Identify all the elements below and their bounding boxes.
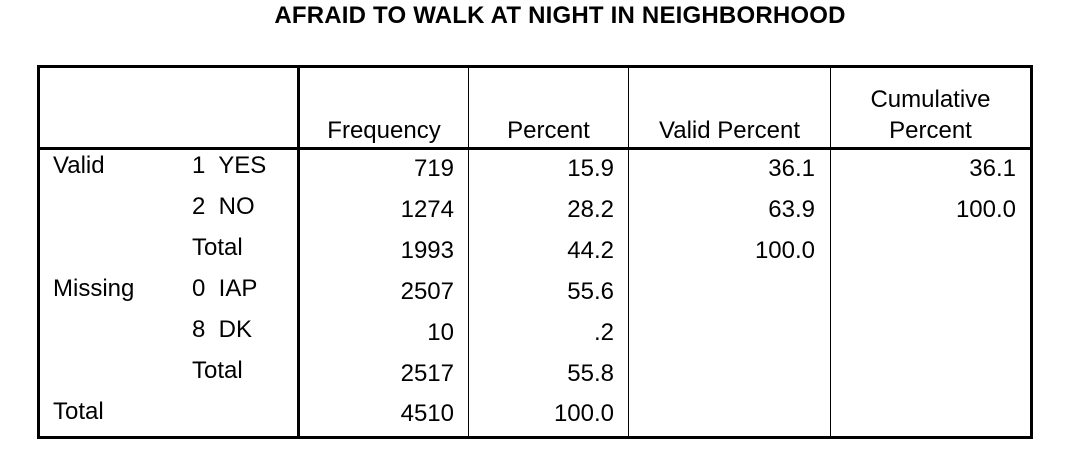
column-divider-percent — [468, 68, 469, 436]
row-group-label: Total — [53, 398, 104, 425]
cell-frequency: 1274 — [400, 196, 454, 223]
column-divider-cumulative-percent — [830, 68, 831, 436]
cell-valid-percent: 36.1 — [768, 155, 815, 182]
column-header-valid-percent: Valid Percent — [659, 117, 800, 144]
row-category-label: 8 DK — [192, 316, 253, 343]
column-header-cumulative-line1: Cumulative — [870, 86, 991, 113]
header-divider — [40, 147, 1030, 150]
cell-valid-percent: 63.9 — [768, 196, 815, 223]
row-category-label: 0 IAP — [192, 275, 258, 302]
cell-frequency: 2507 — [400, 278, 454, 305]
cell-frequency: 4510 — [400, 400, 454, 427]
row-category-label: 1 YES — [192, 152, 267, 179]
cell-percent: 55.6 — [567, 278, 614, 305]
column-header-frequency: Frequency — [327, 117, 441, 144]
cell-frequency: 10 — [427, 319, 454, 346]
row-header-divider — [297, 68, 300, 436]
cell-percent: 28.2 — [567, 196, 614, 223]
cell-percent: 44.2 — [567, 237, 614, 264]
row-category-label: 2 NO — [192, 193, 255, 220]
row-category-label: Total — [192, 234, 243, 261]
cell-frequency: 719 — [413, 155, 454, 182]
cell-percent: 55.8 — [567, 360, 614, 387]
cell-cumulative-percent: 36.1 — [969, 155, 1016, 182]
column-header-percent: Percent — [507, 117, 590, 144]
cell-percent: 15.9 — [567, 155, 614, 182]
column-header-cumulative-line2: Percent — [889, 117, 972, 144]
cell-frequency: 2517 — [400, 360, 454, 387]
cell-percent: .2 — [593, 319, 614, 346]
frequency-table: Frequency Percent Valid Percent Cumulati… — [37, 65, 1033, 439]
row-category-label: Total — [192, 357, 243, 384]
cell-percent: 100.0 — [553, 400, 614, 427]
column-divider-valid-percent — [628, 68, 629, 436]
row-group-label: Missing — [53, 275, 135, 302]
table-title: AFRAID TO WALK AT NIGHT IN NEIGHBORHOOD — [274, 2, 846, 29]
cell-cumulative-percent: 100.0 — [955, 196, 1016, 223]
cell-valid-percent: 100.0 — [754, 237, 815, 264]
cell-frequency: 1993 — [400, 237, 454, 264]
row-group-label: Valid — [53, 152, 105, 179]
